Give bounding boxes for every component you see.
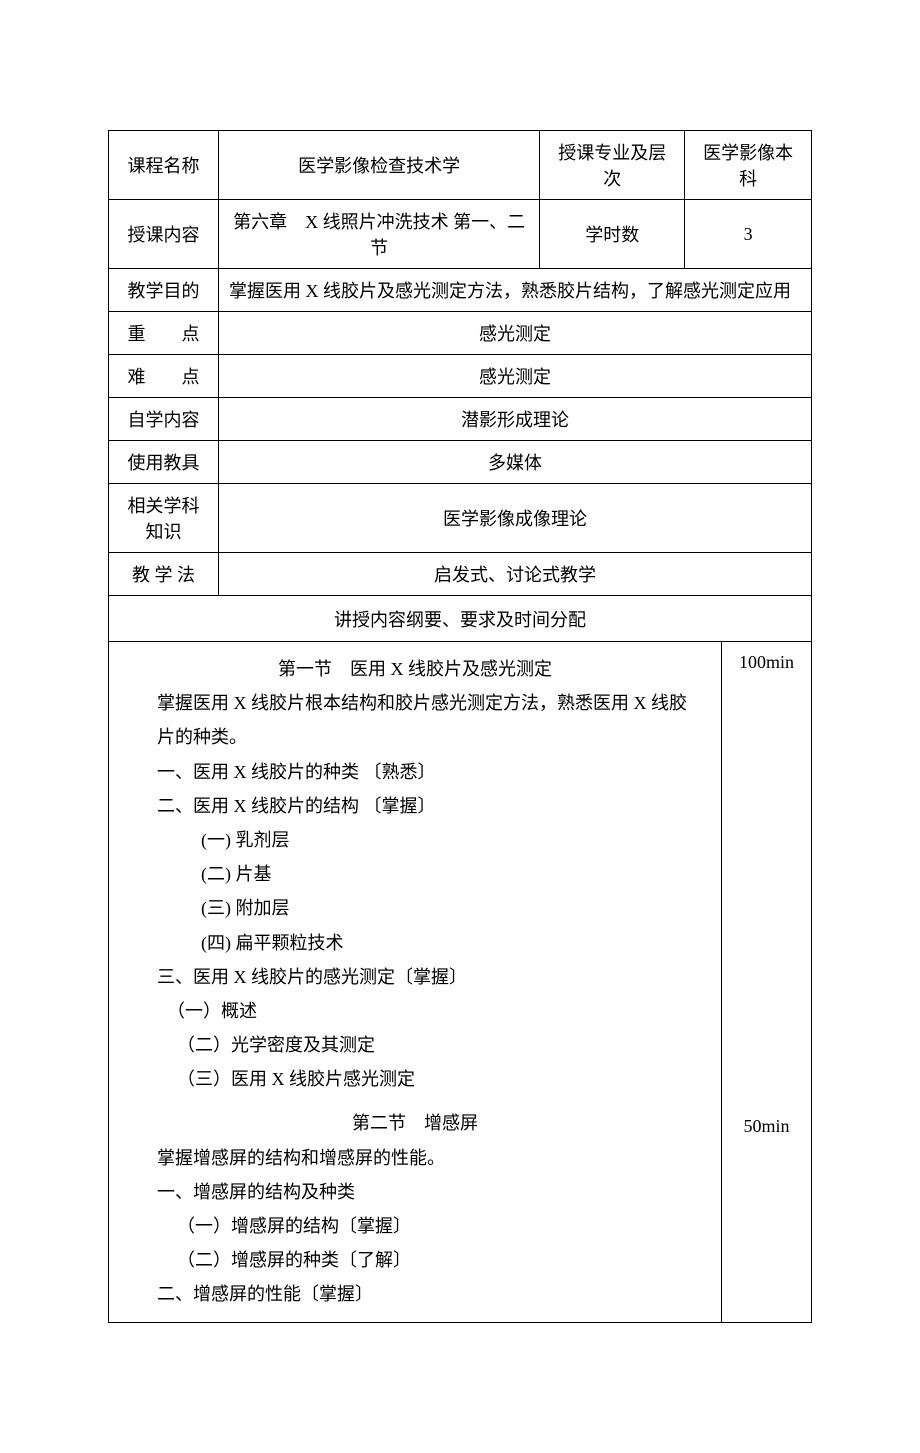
keypoint-value: 感光测定 — [219, 312, 812, 355]
section1-content: 第一节 医用 X 线胶片及感光测定 掌握医用 X 线胶片根本结构和胶片感光测定方… — [109, 642, 722, 1107]
tools-value: 多媒体 — [219, 441, 812, 484]
selfstudy-value: 潜影形成理论 — [219, 398, 812, 441]
hours-label: 学时数 — [540, 200, 685, 269]
section1-sub2-3: (四) 扁平颗粒技术 — [123, 926, 707, 960]
section2-intro: 掌握增感屏的结构和增感屏的性能。 — [123, 1141, 707, 1175]
section1-time: 100min — [722, 642, 812, 1107]
section1-item3: 三、医用 X 线胶片的感光测定〔掌握〕 — [123, 960, 707, 994]
method-value: 启发式、讨论式教学 — [219, 553, 812, 596]
section1-sub2-1: (二) 片基 — [123, 857, 707, 891]
content-label: 授课内容 — [109, 200, 219, 269]
section2-sub1-1: （二）增感屏的种类〔了解〕 — [123, 1243, 707, 1277]
objective-label: 教学目的 — [109, 269, 219, 312]
section1-sub3-a: （一）概述 — [123, 994, 707, 1028]
section1-sub3-0: （二）光学密度及其测定 — [123, 1028, 707, 1062]
lesson-plan-table: 课程名称 医学影像检查技术学 授课专业及层次 医学影像本科 授课内容 第六章 X… — [108, 130, 812, 1323]
major-label: 授课专业及层次 — [540, 131, 685, 200]
section2-title: 第二节 增感屏 — [123, 1106, 707, 1140]
course-name-value: 医学影像检查技术学 — [219, 131, 540, 200]
difficulty-label: 难 点 — [109, 355, 219, 398]
section1-sub2-2: (三) 附加层 — [123, 891, 707, 925]
section2-sub1-0: （一）增感屏的结构〔掌握〕 — [123, 1209, 707, 1243]
outline-header: 讲授内容纲要、要求及时间分配 — [109, 596, 812, 642]
difficulty-value: 感光测定 — [219, 355, 812, 398]
section1-title: 第一节 医用 X 线胶片及感光测定 — [123, 652, 707, 686]
section1-intro: 掌握医用 X 线胶片根本结构和胶片感光测定方法，熟悉医用 X 线胶片的种类。 — [123, 686, 707, 754]
keypoint-label: 重 点 — [109, 312, 219, 355]
section1-item-0: 一、医用 X 线胶片的种类 〔熟悉〕 — [123, 755, 707, 789]
hours-value: 3 — [685, 200, 812, 269]
related-label: 相关学科知识 — [109, 484, 219, 553]
major-value: 医学影像本科 — [685, 131, 812, 200]
course-name-label: 课程名称 — [109, 131, 219, 200]
section2-item1: 一、增感屏的结构及种类 — [123, 1175, 707, 1209]
section2-time: 50min — [722, 1106, 812, 1322]
section2-item2: 二、增感屏的性能〔掌握〕 — [123, 1277, 707, 1311]
objective-value: 掌握医用 X 线胶片及感光测定方法，熟悉胶片结构，了解感光测定应用 — [219, 269, 812, 312]
related-value: 医学影像成像理论 — [219, 484, 812, 553]
tools-label: 使用教具 — [109, 441, 219, 484]
section2-content: 第二节 增感屏 掌握增感屏的结构和增感屏的性能。 一、增感屏的结构及种类 （一）… — [109, 1106, 722, 1322]
section1-item-1: 二、医用 X 线胶片的结构 〔掌握〕 — [123, 789, 707, 823]
method-label: 教 学 法 — [109, 553, 219, 596]
section1-sub2-0: (一) 乳剂层 — [123, 823, 707, 857]
content-value: 第六章 X 线照片冲洗技术 第一、二节 — [219, 200, 540, 269]
section1-sub3-1: （三）医用 X 线胶片感光测定 — [123, 1062, 707, 1096]
selfstudy-label: 自学内容 — [109, 398, 219, 441]
